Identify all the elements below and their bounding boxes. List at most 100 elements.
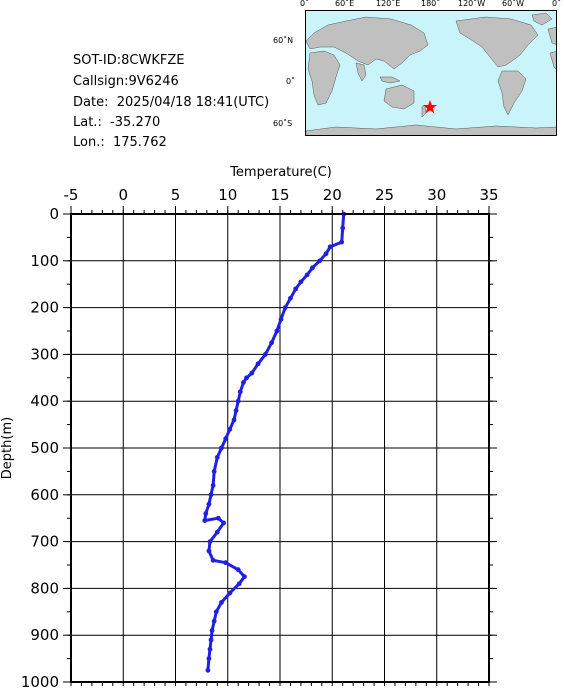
temperature-profile-point	[340, 225, 346, 231]
temperature-profile-point	[227, 590, 233, 596]
temperature-profile-point	[214, 454, 220, 460]
temperature-profile-point	[242, 574, 247, 580]
temperature-profile-point	[211, 469, 217, 474]
temperature-profile-point	[211, 618, 217, 624]
temperature-profile-point	[213, 609, 219, 615]
y-tick-label: 200	[30, 299, 59, 317]
greenland-landmass	[531, 12, 553, 26]
temperature-profile-point	[288, 295, 293, 301]
temperature-profile-point	[210, 557, 216, 563]
y-tick-label: 800	[30, 579, 59, 597]
x-tick-label: 20	[323, 186, 342, 204]
series	[202, 211, 347, 673]
x-tick-label: 5	[171, 186, 181, 204]
africa-west-landmass	[549, 51, 556, 70]
temperature-profile-point	[339, 239, 345, 245]
temperature-profile-point	[236, 581, 242, 587]
map-lon-label: 120˚W	[458, 0, 486, 8]
y-tick-label: 1000	[21, 673, 59, 690]
temperature-profile-point	[249, 370, 255, 376]
south-america-landmass	[497, 70, 527, 116]
temperature-profile-point	[215, 515, 221, 521]
temperature-profile-point	[206, 656, 212, 661]
x-tick-label: 15	[270, 186, 289, 204]
temperature-profile-point	[208, 492, 214, 498]
y-tick-label: 300	[30, 345, 59, 363]
callsign-label: Callsign:9V6246	[73, 74, 179, 89]
australia-landmass	[383, 84, 415, 110]
temperature-profile-point	[202, 518, 208, 523]
x-axis-title: Temperature(C)	[229, 165, 332, 180]
temperature-profile-point	[206, 501, 212, 507]
x-tick-label: 30	[427, 186, 446, 204]
y-axis-title: Depth(m)	[0, 417, 15, 479]
x-tick-label: 25	[375, 186, 394, 204]
map-lon-label: 0˚	[552, 0, 562, 8]
x-tick-label: 10	[218, 186, 237, 204]
africa-landmass	[307, 50, 341, 106]
star-icon	[423, 100, 437, 114]
india-landmass	[355, 62, 367, 82]
temperature-profile-point	[241, 380, 246, 385]
y-tick-label: 900	[30, 626, 59, 644]
europe-west-landmass	[547, 27, 556, 45]
temperature-profile-point	[317, 258, 323, 264]
x-tick-label: -5	[64, 186, 79, 204]
sot-id-label: SOT-ID:8CWKFZE	[73, 53, 185, 68]
plot-frame	[70, 213, 490, 683]
temperature-profile-point	[231, 417, 237, 423]
temperature-profile-point	[235, 567, 241, 573]
temperature-profile-point	[304, 272, 310, 278]
indonesia-landmass	[379, 76, 401, 84]
temperature-profile-point	[269, 340, 275, 346]
north-america-landmass	[455, 16, 539, 68]
temperature-profile-point	[209, 628, 215, 633]
tick-labels: -5 0 5 10 15 20 25 30 35 0 100 200 300 400 500 600 700 80…	[21, 186, 499, 690]
temperature-profile-point	[274, 328, 280, 334]
map-lon-label: 180˚	[421, 0, 441, 8]
temperature-profile-point	[237, 389, 243, 395]
temperature-profile-line	[203, 212, 346, 672]
temperature-profile-point	[223, 436, 229, 442]
map-lat-label: 0˚	[286, 77, 296, 86]
temperature-profile-point	[221, 520, 226, 526]
y-tick-label: 400	[30, 392, 59, 410]
temperature-profile-point	[282, 305, 288, 310]
temperature-profile-point	[262, 352, 268, 357]
temperature-profile-point	[219, 600, 224, 605]
map-lat-label: 60˚N	[273, 36, 294, 45]
temperature-profile-point	[227, 426, 233, 432]
x-tick-label: 35	[479, 186, 498, 204]
temperature-profile-point	[208, 637, 214, 643]
temperature-profile-point	[214, 529, 220, 535]
y-tick-label: 0	[49, 205, 59, 223]
temperature-profile-point	[210, 483, 216, 488]
temperature-profile-point	[223, 560, 229, 566]
temperature-profile-point	[309, 265, 315, 271]
map-lat-label: 60˚S	[273, 119, 293, 128]
temperature-profile-point	[219, 445, 224, 451]
x-tick-label: 0	[118, 186, 128, 204]
grid	[70, 213, 490, 683]
temperature-profile-point	[205, 667, 211, 673]
temperature-profile-point	[244, 375, 249, 381]
map-land	[306, 12, 556, 135]
map-lon-label: 120˚E	[376, 0, 401, 8]
eurasia-landmass	[306, 16, 429, 70]
temperature-profile-point	[233, 408, 239, 413]
temperature-profile-point	[255, 361, 261, 367]
y-tick-label: 600	[30, 486, 59, 504]
temperature-profile-point	[327, 244, 333, 250]
temperature-profile-point	[207, 646, 213, 652]
antarctica-landmass	[306, 124, 556, 135]
temperature-profile-point	[323, 251, 329, 257]
temperature-profile-point	[278, 316, 284, 322]
map-lon-label: 0˚	[300, 0, 310, 8]
map-frame	[305, 10, 557, 136]
y-tick-label: 500	[30, 439, 59, 457]
latitude-label: Lat.: -35.270	[73, 115, 161, 130]
temperature-profile-point	[203, 511, 209, 516]
temperature-profile-point	[293, 286, 299, 292]
map-lon-label: 60˚W	[502, 0, 525, 8]
